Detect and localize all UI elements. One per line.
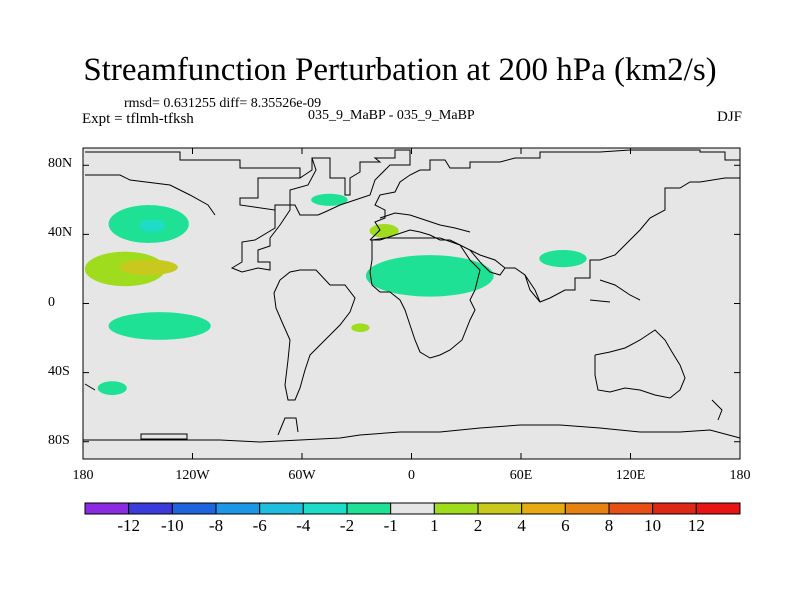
contour-negative-6 <box>311 193 348 206</box>
coastline-antarctic-peninsula <box>277 417 299 436</box>
x-tick-label-5: 120E <box>615 468 646 483</box>
colorbar-label-6: -1 <box>383 516 398 535</box>
colorbar-label-1: -10 <box>160 516 184 535</box>
colorbar-label-12: 10 <box>644 516 662 535</box>
colorbar-label-10: 6 <box>561 516 570 535</box>
coastline-antarctica <box>83 424 741 443</box>
coastline-eurasia <box>369 149 741 303</box>
colorbar-label-8: 2 <box>473 516 483 535</box>
coastline-australia <box>594 329 686 399</box>
colorbar-swatch-7 <box>390 502 435 515</box>
colorbar-swatch-5 <box>302 502 348 515</box>
y-tick-label-4: 80S <box>48 432 70 448</box>
y-tick-label-2: 0 <box>48 294 55 310</box>
contour-positive-7 <box>369 224 399 238</box>
colorbar-swatch-3 <box>215 502 261 515</box>
colorbar-swatch-6 <box>346 502 392 515</box>
coastline-india <box>524 274 541 303</box>
x-tick-label-2: 60W <box>288 468 316 483</box>
colorbar-swatch-13 <box>652 502 697 515</box>
y-tick-label-0: 80N <box>48 156 73 172</box>
colorbar-swatch-10 <box>521 502 566 515</box>
coastline-arabia <box>469 249 506 269</box>
colorbar-swatch-1 <box>128 502 173 515</box>
x-tick-label-0: 180 <box>72 468 94 483</box>
coastline-north-america-west <box>85 174 216 216</box>
colorbar-swatch-2 <box>171 502 217 515</box>
contour-positive-3 <box>119 259 178 275</box>
contour-negative-5 <box>97 381 127 396</box>
colorbar-label-4: -4 <box>296 516 311 535</box>
experiment-label: Expt = tflmh-tfksh <box>82 111 194 127</box>
coastline-new-zealand <box>711 399 723 421</box>
coastline-antarctica-bar <box>140 433 188 440</box>
colorbar-swatch-4 <box>259 502 304 515</box>
colorbar-label-7: 1 <box>430 516 439 535</box>
plot-background <box>83 148 740 459</box>
coastline-north-america <box>85 149 411 273</box>
colorbar <box>84 502 741 515</box>
colorbar-swatch-9 <box>477 502 523 515</box>
case-label: 035_9_MaBP - 035_9_MaBP <box>308 108 475 123</box>
x-tick-label-3: 0 <box>408 468 415 483</box>
colorbar-label-9: 4 <box>517 516 526 535</box>
contour-field <box>84 193 587 396</box>
coastline-mediterranean <box>379 212 471 233</box>
x-tick-label-1: 120W <box>175 468 210 483</box>
contour-negative-10 <box>539 249 587 268</box>
colorbar-label-2: -8 <box>208 516 224 535</box>
coastline-greenland <box>299 158 313 179</box>
colorbar-swatch-0 <box>84 502 130 515</box>
contour-negative-1 <box>139 219 166 232</box>
coastline-africa <box>369 237 481 359</box>
season-label: DJF <box>716 109 742 125</box>
contour-negative-4 <box>108 312 211 340</box>
y-tick-label-3: 40S <box>48 363 70 379</box>
x-tick-label-4: 60E <box>509 468 533 483</box>
colorbar-label-3: -6 <box>252 516 267 535</box>
y-tick-label-1: 40N <box>48 225 73 241</box>
coastline-southern-tip <box>84 383 96 391</box>
continent-outlines <box>83 149 741 443</box>
contour-negative-8 <box>365 255 494 297</box>
coastline-south-america <box>273 269 356 401</box>
colorbar-label-13: 12 <box>687 516 705 535</box>
colorbar-swatch-8 <box>433 502 479 515</box>
rmsd-stats: rmsd= 0.631255 diff= 8.35526e-09 <box>124 96 322 111</box>
coastline-maritime-asia <box>589 279 641 303</box>
colorbar-label-0: -12 <box>117 516 140 535</box>
x-tick-label-6: 180 <box>729 468 751 483</box>
colorbar-swatch-12 <box>608 502 654 515</box>
colorbar-swatch-11 <box>564 502 610 515</box>
chart-title: Streamfunction Perturbation at 200 hPa (… <box>83 52 717 88</box>
axis-ticks <box>82 148 741 459</box>
contour-positive-9 <box>351 323 370 333</box>
colorbar-swatch-14 <box>695 502 741 515</box>
colorbar-label-11: 8 <box>604 516 614 535</box>
colorbar-label-5: -2 <box>339 516 355 535</box>
